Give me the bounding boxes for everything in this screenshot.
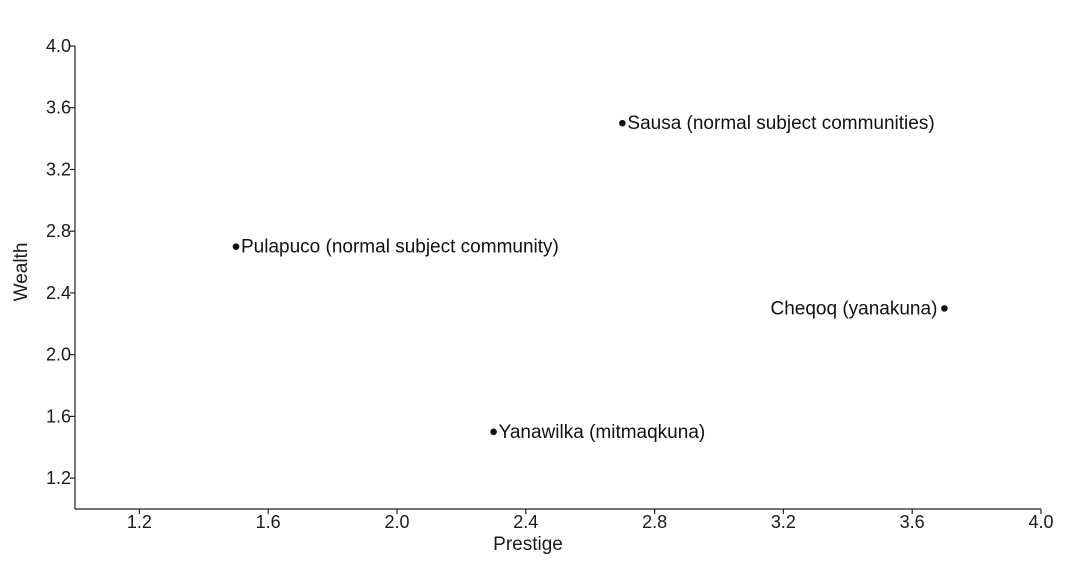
x-tick-label: 2.4 — [513, 512, 538, 532]
x-axis-label: Prestige — [493, 534, 563, 555]
x-tick-label: 2.0 — [384, 512, 409, 532]
y-tick-label: 1.2 — [46, 468, 71, 488]
data-point — [232, 243, 240, 250]
y-tick-label: 1.6 — [46, 406, 71, 426]
data-point — [941, 305, 948, 312]
x-tick-label: 4.0 — [1028, 512, 1053, 532]
data-points: Sausa (normal subject communities) Pulapu… — [232, 113, 948, 443]
y-tick-label: 4.0 — [46, 36, 71, 56]
data-point — [490, 428, 497, 436]
data-point-label: Yanawilka (mitmaqkuna) — [499, 422, 706, 443]
x-ticks: 1.2 1.6 2.0 2.4 2.8 3.2 3.6 4.0 — [127, 509, 1054, 532]
x-tick-label: 3.6 — [900, 512, 925, 532]
data-point-label: Cheqoq (yanakuna) — [771, 298, 938, 319]
x-tick-label: 1.6 — [256, 512, 281, 532]
y-tick-label: 3.6 — [46, 98, 71, 118]
axes — [74, 46, 1041, 510]
y-axis-label: Wealth — [11, 243, 32, 302]
x-tick-label: 1.2 — [127, 512, 152, 532]
x-tick-label: 3.2 — [771, 512, 796, 532]
y-tick-label: 3.2 — [46, 159, 71, 179]
data-point — [619, 119, 626, 127]
y-tick-label: 2.4 — [46, 283, 71, 303]
y-tick-label: 2.0 — [46, 345, 71, 365]
x-tick-label: 2.8 — [642, 512, 667, 532]
data-point-label: Sausa (normal subject communities) — [627, 113, 934, 134]
y-ticks: 1.2 1.6 2.0 2.4 2.8 3.2 3.6 4.0 — [46, 36, 75, 488]
data-point-label: Pulapuco (normal subject community) — [241, 237, 559, 258]
y-tick-label: 2.8 — [46, 221, 71, 241]
